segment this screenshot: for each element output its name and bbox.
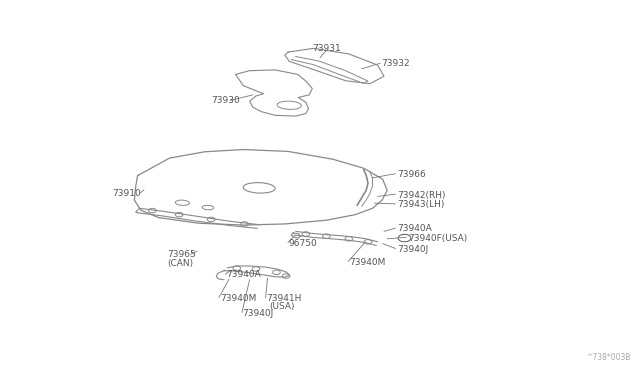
Text: (CAN): (CAN) [168, 259, 194, 268]
Text: 73966: 73966 [397, 170, 426, 179]
Text: 73930: 73930 [211, 96, 240, 105]
Text: 73965: 73965 [168, 250, 196, 259]
Text: 73940J: 73940J [242, 309, 273, 318]
Text: 73941H: 73941H [266, 294, 301, 303]
Text: 73940F(USA): 73940F(USA) [408, 234, 468, 243]
Text: 73940J: 73940J [397, 245, 428, 254]
Text: 73940M: 73940M [220, 294, 257, 303]
Text: 96750: 96750 [288, 239, 317, 248]
Text: 73942(RH): 73942(RH) [397, 191, 445, 200]
Text: 73910: 73910 [112, 189, 141, 198]
Text: 73940A: 73940A [397, 224, 431, 233]
Text: 73940A: 73940A [227, 270, 261, 279]
Text: 73943(LH): 73943(LH) [397, 200, 444, 209]
Text: 73940M: 73940M [349, 258, 385, 267]
Text: 73932: 73932 [381, 59, 410, 68]
Text: ^738*003B: ^738*003B [586, 353, 630, 362]
Text: (USA): (USA) [269, 302, 294, 311]
Text: 73931: 73931 [312, 44, 340, 53]
